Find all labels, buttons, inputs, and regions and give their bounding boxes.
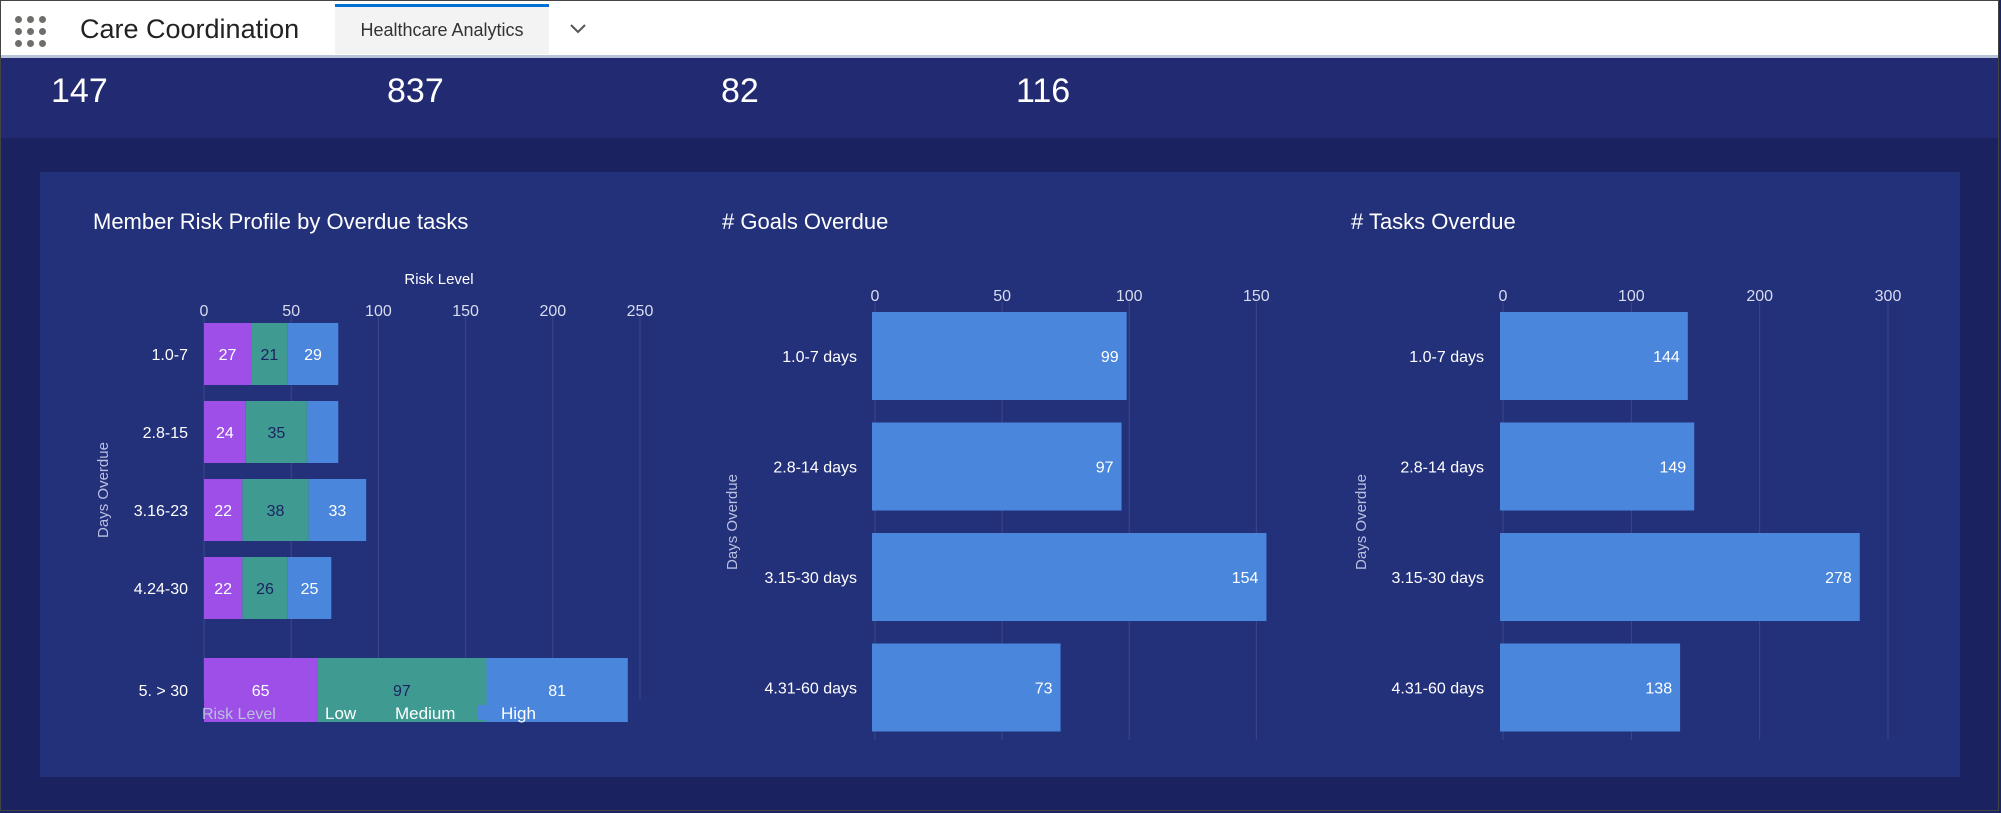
data-label: 81 [548,683,566,700]
y-category-label: 2.8-14 days [773,460,857,477]
y-category-label: 1.0-7 days [782,349,857,366]
legend-title: Risk Level [202,706,276,723]
bar-segment-high [308,479,367,541]
x-tick-label: 100 [1618,288,1645,305]
y-axis-title: Days Overdue [95,442,112,538]
x-tick-label: 150 [1243,288,1270,305]
data-label: 33 [329,503,347,520]
legend-label-high: High [501,704,536,723]
bar-segment-low [204,323,252,385]
legend-label-medium: Medium [395,704,455,723]
data-label: 278 [1825,570,1852,587]
bar-segment-high [486,658,628,722]
y-category-label: 3.15-30 days [1391,570,1484,587]
data-label: 21 [261,347,279,364]
x-tick-label: 100 [1116,288,1143,305]
data-label: 149 [1660,460,1687,477]
x-tick-label: 200 [1746,288,1773,305]
legend-swatch-medium [372,705,387,720]
tab-healthcare-analytics[interactable]: Healthcare Analytics [335,4,549,54]
data-label: 65 [252,683,270,700]
tasks-chart-title: # Tasks Overdue [1351,209,1516,234]
x-tick-label: 50 [282,303,300,320]
bar-segment-high [287,323,339,385]
data-label: 27 [219,347,237,364]
bar [872,312,1127,400]
x-axis-title: Risk Level [404,271,473,288]
data-label: 97 [1096,460,1114,477]
data-label: 154 [1232,570,1259,587]
app-launcher-icon[interactable] [15,16,47,48]
y-axis-title: Days Overdue [724,474,741,570]
data-label: 26 [256,581,274,598]
y-category-label: 1.0-7 days [1409,349,1484,366]
data-label: 24 [216,425,234,442]
y-category-label: 5. > 30 [139,683,188,700]
x-tick-label: 100 [365,303,392,320]
bar [1500,533,1860,621]
bar-segment-low [204,658,318,722]
x-tick-label: 0 [1499,288,1508,305]
x-tick-label: 300 [1875,288,1902,305]
bar [872,643,1061,732]
y-category-label: 2.8-15 [143,425,188,442]
bar [872,422,1122,511]
data-label: 138 [1645,681,1672,698]
x-tick-label: 50 [993,288,1011,305]
global-header: Care Coordination Healthcare Analytics [1,1,1999,58]
data-label: 29 [304,347,322,364]
bar [872,533,1267,621]
y-category-label: 4.31-60 days [1391,681,1484,698]
data-label: 22 [214,581,232,598]
x-tick-label: 200 [539,303,566,320]
y-category-label: 1.0-7 [152,347,189,364]
bar-segment-medium [245,401,307,463]
y-category-label: 2.8-14 days [1400,460,1484,477]
bar-segment-low [204,479,243,541]
bar-segment-medium [251,323,288,385]
data-label: 144 [1653,349,1680,366]
chevron-down-icon[interactable] [567,17,589,39]
kpi-value-1: 147 [51,72,108,110]
x-tick-label: 0 [871,288,880,305]
legend-swatch-high [478,705,493,720]
data-label: 97 [393,683,411,700]
risk-chart-title: Member Risk Profile by Overdue tasks [93,209,469,234]
bar-segment-medium [242,479,309,541]
bar-segment-low [204,557,243,619]
x-tick-label: 250 [627,303,654,320]
data-label: 38 [267,503,285,520]
bar [1500,643,1681,732]
y-category-label: 3.15-30 days [764,570,857,587]
bar-segment-medium [317,658,487,722]
bar-segment-low [204,401,246,463]
app-name: Care Coordination [80,14,300,44]
data-label: 22 [214,503,232,520]
goals-chart-title: # Goals Overdue [722,209,889,234]
y-axis-title: Days Overdue [1353,474,1370,570]
x-tick-label: 0 [200,303,209,320]
data-label: 99 [1101,349,1119,366]
data-label: 35 [267,425,285,442]
data-label: 25 [301,581,319,598]
bar [1500,312,1688,400]
bar-segment-medium [242,557,288,619]
y-category-label: 4.24-30 [134,581,188,598]
x-tick-label: 150 [452,303,479,320]
data-label: 73 [1035,681,1053,698]
bar-segment-high [287,557,332,619]
legend-label-low: Low [325,704,357,723]
kpi-value-2: 837 [387,72,444,110]
kpi-value-3: 82 [721,72,759,110]
y-category-label: 3.16-23 [134,503,188,520]
legend-swatch-low [302,705,317,720]
y-category-label: 4.31-60 days [764,681,857,698]
kpi-value-4: 116 [1016,72,1071,110]
bar-segment-high [306,401,339,463]
bar [1500,422,1695,511]
kpi-strip [1,58,1999,138]
